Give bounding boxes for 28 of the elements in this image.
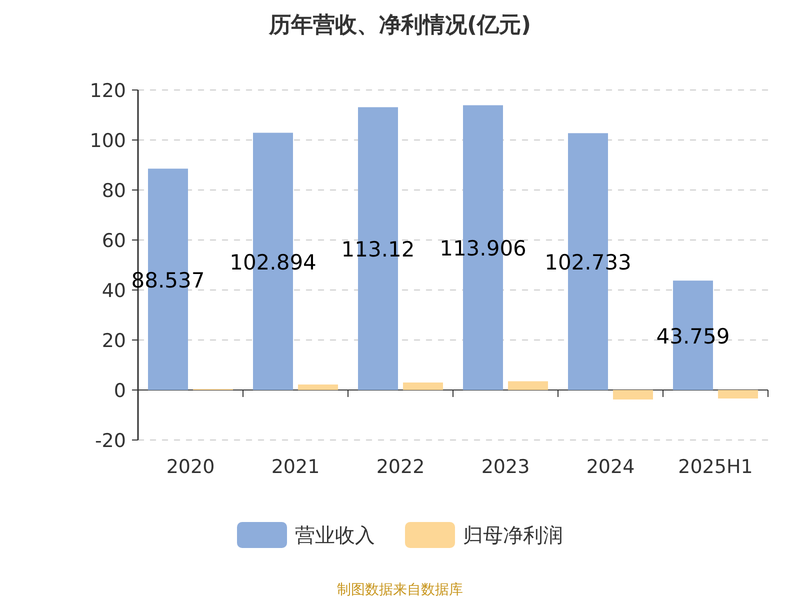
y-tick-label: 20 — [102, 330, 126, 352]
x-tick-label: 2020 — [166, 456, 215, 478]
bar — [298, 384, 338, 390]
data-label: 113.12 — [341, 238, 415, 262]
text: 制图数据来自数据库 — [337, 582, 463, 598]
x-tick-label: 2024 — [586, 456, 635, 478]
chart-title: 历年营收、净利情况(亿元) — [268, 13, 532, 38]
y-tick-label: -20 — [94, 430, 126, 452]
bar — [508, 381, 548, 390]
x-tick-label: 2022 — [376, 456, 425, 478]
y-tick-label: 120 — [90, 80, 126, 102]
data-label: 113.906 — [440, 236, 526, 261]
data-label: 43.759 — [656, 324, 730, 348]
data-label: 102.894 — [230, 250, 316, 274]
y-tick-label: 0 — [114, 380, 126, 402]
bar — [403, 382, 443, 390]
x-tick-label: 2023 — [481, 456, 530, 478]
y-tick-label: 80 — [102, 180, 126, 202]
bar — [613, 390, 653, 400]
legend-label: 归母净利润 — [463, 523, 563, 547]
bar — [718, 390, 758, 398]
y-tick-label: 100 — [90, 130, 126, 152]
legend-label: 营业收入 — [295, 523, 375, 547]
data-label: 102.733 — [544, 250, 632, 275]
x-tick-label: 2025H1 — [678, 456, 753, 478]
y-tick-label: 40 — [102, 280, 126, 302]
y-tick-label: 60 — [102, 230, 126, 252]
x-tick-label: 2021 — [271, 456, 320, 478]
